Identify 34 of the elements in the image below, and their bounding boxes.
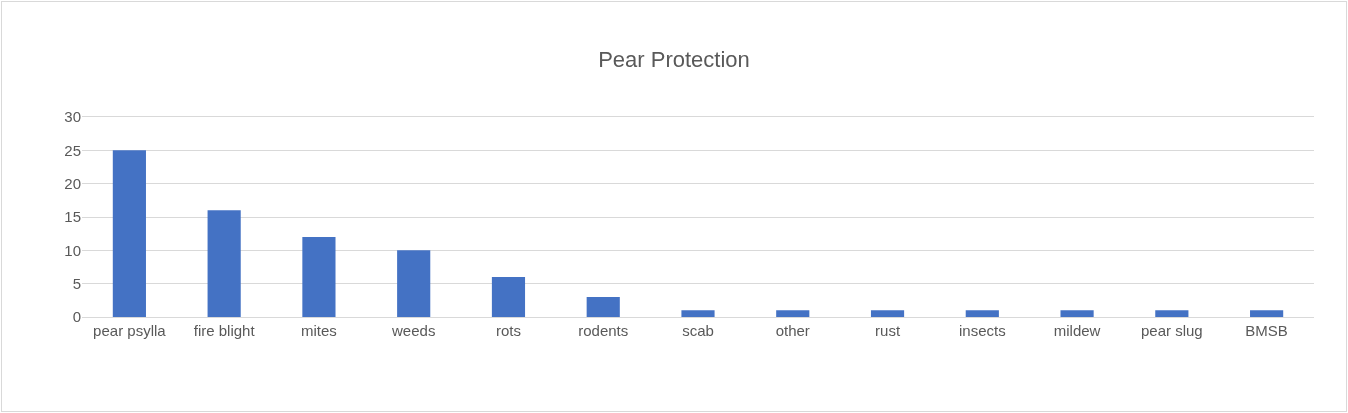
chart-title: Pear Protection xyxy=(598,46,750,72)
bar xyxy=(207,210,241,317)
y-tick-label: 15 xyxy=(64,208,81,226)
x-tick-label: rots xyxy=(495,322,521,339)
x-tick-label: pear psylla xyxy=(93,322,167,339)
bar xyxy=(1250,310,1284,317)
x-tick-label: insects xyxy=(958,322,1006,339)
bar xyxy=(776,310,810,317)
x-tick-label: scab xyxy=(682,322,714,339)
x-tick-label: BMSB xyxy=(1245,322,1288,339)
bar xyxy=(681,310,715,317)
x-tick-label: other xyxy=(775,322,810,339)
bar xyxy=(586,297,620,317)
y-tick-label: 5 xyxy=(72,274,81,292)
x-tick-label: weeds xyxy=(391,322,436,339)
bar xyxy=(1155,310,1189,317)
bar xyxy=(491,277,526,317)
x-tick-label: pear slug xyxy=(1140,322,1203,339)
x-tick-label: rust xyxy=(875,322,901,339)
bar xyxy=(870,310,905,317)
y-tick-label: 0 xyxy=(72,308,81,326)
y-tick-label: 10 xyxy=(64,241,81,259)
bar xyxy=(302,237,336,317)
bar xyxy=(1060,310,1094,317)
y-tick-label: 20 xyxy=(64,174,81,192)
y-tick-label: 30 xyxy=(64,108,81,126)
bar xyxy=(965,310,999,317)
bar xyxy=(112,150,146,317)
y-tick-label: 25 xyxy=(64,141,81,159)
bar xyxy=(397,250,431,317)
x-tick-label: mites xyxy=(301,322,337,339)
x-tick-label: rodents xyxy=(578,322,629,339)
x-tick-label: mildew xyxy=(1053,322,1101,339)
x-tick-label: fire blight xyxy=(193,322,256,339)
